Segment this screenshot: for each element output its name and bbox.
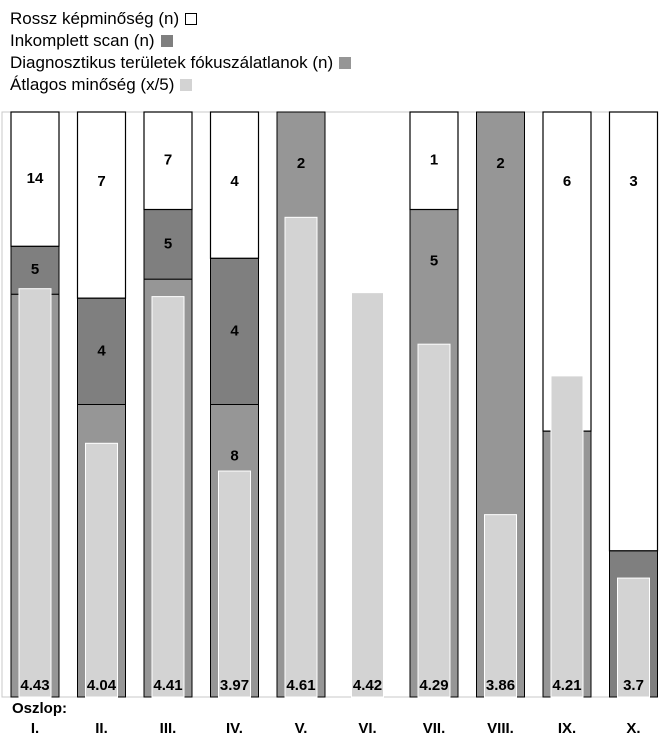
segment-value-label: 2	[496, 155, 504, 172]
average-quality-label: 4.21	[552, 677, 581, 694]
legend-label: Diagnosztikus területek fókuszálatlanok …	[10, 53, 334, 72]
average-quality-bar	[18, 288, 52, 698]
category-label: VI.	[358, 720, 376, 737]
legend-swatch	[185, 13, 198, 25]
average-quality-label: 3.7	[623, 677, 644, 694]
segment-value-label: 4	[230, 173, 239, 190]
average-quality-bar	[218, 470, 251, 698]
bar-segment-bad-quality	[143, 111, 193, 211]
x-axis-title: Oszlop:	[12, 700, 67, 717]
legend-label: Inkomplett scan (n)	[10, 31, 155, 50]
bar-segment-bad-quality	[608, 111, 659, 552]
average-quality-bar	[151, 296, 185, 698]
segment-value-label: 2	[297, 155, 305, 172]
bar-segment-bad-quality	[10, 111, 60, 247]
average-quality-label: 3.86	[486, 677, 515, 694]
legend-item: Inkomplett scan (n)	[10, 30, 351, 52]
average-quality-label: 4.41	[153, 677, 182, 694]
segment-value-label: 5	[31, 261, 39, 278]
segment-value-label: 5	[164, 235, 172, 252]
category-label: IV.	[226, 720, 243, 737]
segment-value-label: 7	[97, 173, 105, 190]
average-quality-label: 4.04	[87, 677, 117, 694]
average-quality-bar	[351, 292, 384, 698]
segment-value-label: 4	[97, 342, 106, 359]
category-label: VIII.	[487, 720, 514, 737]
category-label: II.	[95, 720, 108, 737]
bar-segment-bad-quality	[409, 111, 459, 211]
average-quality-bar	[85, 442, 118, 698]
average-quality-bar	[417, 343, 451, 698]
segment-value-label: 3	[629, 173, 637, 190]
segment-value-label: 6	[563, 173, 571, 190]
average-quality-bar	[617, 577, 650, 698]
category-label: X.	[626, 720, 640, 737]
category-label: IX.	[558, 720, 576, 737]
legend-label: Átlagos minőség (x/5)	[10, 75, 175, 94]
bar-segment-bad-quality	[76, 111, 127, 299]
legend-swatch	[160, 35, 173, 47]
bar-segment-incomplete	[210, 257, 259, 405]
category-label: I.	[31, 720, 39, 737]
legend-item: Átlagos minőség (x/5)	[10, 74, 351, 96]
legend-item: Diagnosztikus területek fókuszálatlanok …	[10, 52, 352, 74]
segment-value-label: 5	[430, 252, 438, 269]
segment-value-label: 1	[430, 152, 438, 169]
segment-value-label: 4	[230, 322, 239, 339]
legend-item: Rossz képminőség (n)	[10, 8, 351, 30]
average-quality-label: 3.97	[220, 677, 249, 694]
bar-segment-bad-quality	[209, 111, 260, 259]
bar-segment-incomplete	[77, 297, 126, 405]
average-quality-label: 4.43	[20, 677, 49, 694]
segment-value-label: 7	[164, 152, 172, 169]
average-quality-bar	[284, 216, 318, 698]
bar-segment-incomplete	[143, 209, 193, 280]
legend-swatch	[180, 79, 193, 91]
legend-swatch	[339, 57, 352, 69]
segment-value-label: 14	[27, 170, 44, 187]
segment-value-label: 8	[230, 447, 238, 464]
average-quality-label: 4.61	[286, 677, 315, 694]
average-quality-label: 4.42	[353, 677, 382, 694]
legend: Rossz képminőség (n) Inkomplett scan (n) D…	[10, 8, 352, 96]
category-label: III.	[160, 720, 177, 737]
average-quality-bar	[550, 375, 584, 698]
average-quality-bar	[484, 514, 517, 698]
category-label: VII.	[423, 720, 446, 737]
legend-label: Rossz képminőség (n)	[10, 9, 180, 28]
category-label: V.	[295, 720, 308, 737]
average-quality-label: 4.29	[419, 677, 448, 694]
